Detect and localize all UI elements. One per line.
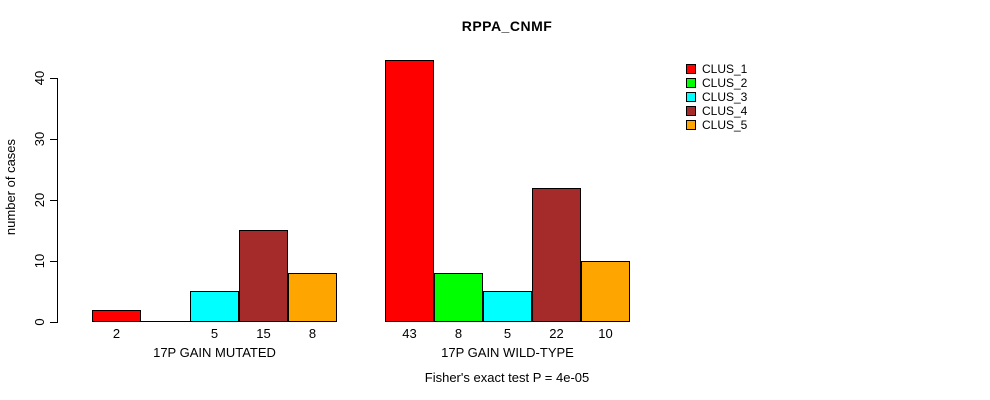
legend-label: CLUS_1 xyxy=(702,62,748,76)
legend-swatch-clus_1 xyxy=(686,64,696,74)
y-axis-label: number of cases xyxy=(3,138,18,236)
legend-swatch-clus_3 xyxy=(686,92,696,102)
bar-clus_3-group2 xyxy=(483,291,532,322)
y-tick-label: 0 xyxy=(32,318,47,326)
bar-clus_2-group2 xyxy=(434,273,483,322)
bar-clus_5-group2 xyxy=(581,261,630,322)
bar-value-label: 5 xyxy=(503,326,512,341)
y-tick-label: 40 xyxy=(32,70,47,86)
y-axis-line xyxy=(57,78,58,323)
bar-value-label: 43 xyxy=(402,326,417,341)
fisher-test-annotation: Fisher's exact test P = 4e-05 xyxy=(424,370,590,385)
y-tick xyxy=(50,200,57,201)
y-tick-label: 10 xyxy=(32,253,47,269)
bar-value-label: 2 xyxy=(112,326,121,341)
bar-clus_4-group2 xyxy=(532,188,581,322)
chart-title: RPPA_CNMF xyxy=(461,18,553,34)
bar-clus_2-group1-zero xyxy=(141,321,190,322)
legend-label: CLUS_4 xyxy=(702,104,748,118)
legend-item-clus_2: CLUS_2 xyxy=(686,77,747,89)
bar-value-label: 15 xyxy=(256,326,271,341)
legend-item-clus_5: CLUS_5 xyxy=(686,119,747,131)
bar-clus_4-group1 xyxy=(239,230,288,322)
bar-value-label: 5 xyxy=(210,326,219,341)
y-tick-label: 30 xyxy=(32,131,47,147)
bar-value-label: 8 xyxy=(308,326,317,341)
y-tick xyxy=(50,78,57,79)
legend-item-clus_3: CLUS_3 xyxy=(686,91,747,103)
legend-label: CLUS_5 xyxy=(702,118,748,132)
bar-value-label: 10 xyxy=(598,326,613,341)
bar-clus_3-group1 xyxy=(190,291,239,322)
y-tick xyxy=(50,261,57,262)
y-tick xyxy=(50,139,57,140)
y-tick-label: 20 xyxy=(32,192,47,208)
legend-swatch-clus_4 xyxy=(686,106,696,116)
bar-value-label: 8 xyxy=(454,326,463,341)
legend-item-clus_1: CLUS_1 xyxy=(686,63,747,75)
bar-clus_5-group1 xyxy=(288,273,337,322)
bar-value-label: 22 xyxy=(549,326,564,341)
x-group-label: 17P GAIN MUTATED xyxy=(153,345,276,360)
legend-label: CLUS_3 xyxy=(702,90,748,104)
bar-clus_1-group1 xyxy=(92,310,141,322)
bar-clus_1-group2 xyxy=(385,60,434,322)
y-tick xyxy=(50,322,57,323)
legend-label: CLUS_2 xyxy=(702,76,748,90)
x-group-label: 17P GAIN WILD-TYPE xyxy=(441,345,574,360)
legend-swatch-clus_5 xyxy=(686,120,696,130)
legend-swatch-clus_2 xyxy=(686,78,696,88)
legend-item-clus_4: CLUS_4 xyxy=(686,105,747,117)
